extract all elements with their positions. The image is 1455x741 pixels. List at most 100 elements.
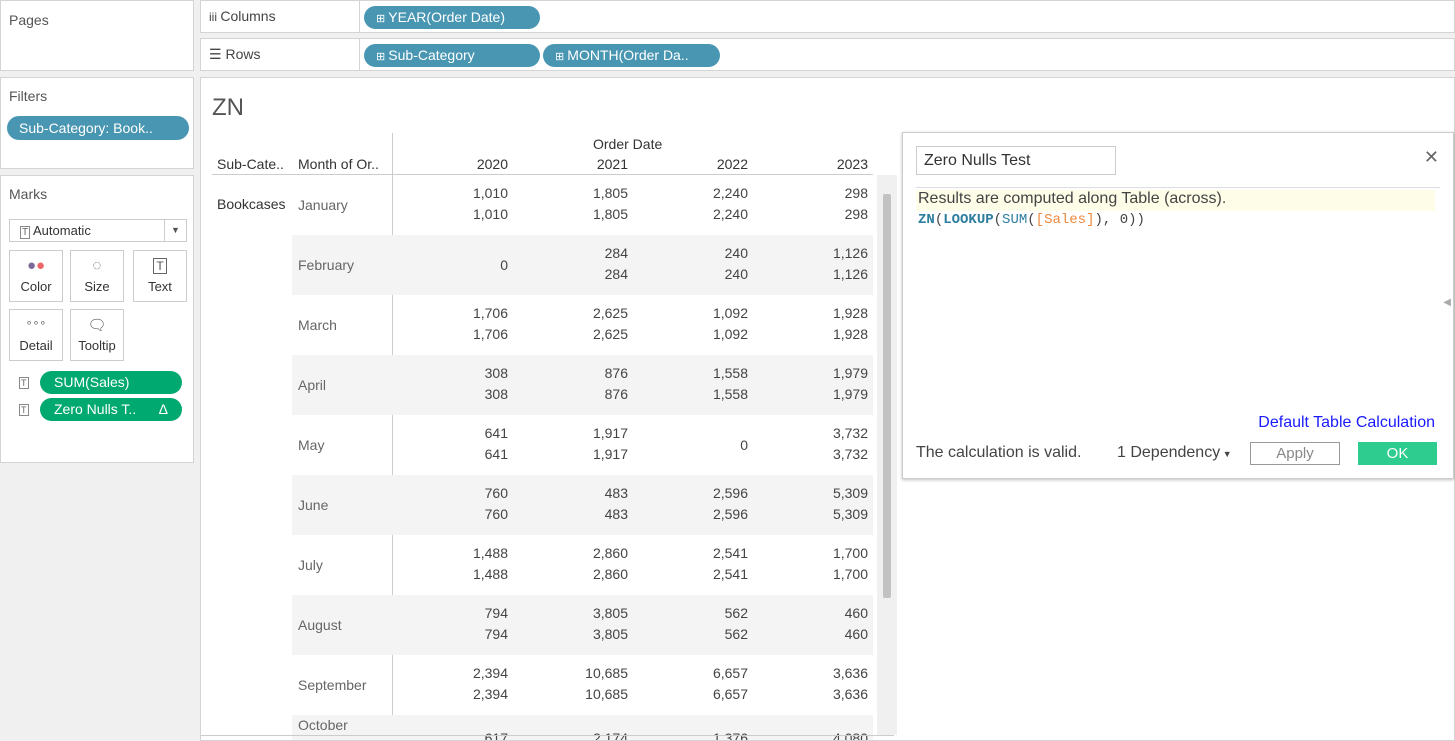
year-header[interactable]: 2023 — [836, 156, 868, 172]
size-card[interactable]: ◌ Size — [70, 250, 124, 302]
table-cell[interactable]: 3,805 3,805 — [528, 603, 628, 645]
color-card[interactable]: ●● Color — [9, 250, 63, 302]
cell-value: 2,541 — [712, 545, 748, 561]
filter-pill[interactable]: Sub-Category: Book.. — [7, 116, 189, 140]
table-cell[interactable]: 1,376 — [648, 728, 748, 740]
table-cell[interactable]: 2,596 2,596 — [648, 483, 748, 525]
table-cell[interactable]: 240 240 — [648, 243, 748, 285]
text-card[interactable]: T Text — [133, 250, 187, 302]
vertical-scrollbar-thumb[interactable] — [883, 194, 891, 598]
table-cell[interactable]: 10,685 10,685 — [528, 663, 628, 705]
sum-sales-pill[interactable]: SUM(Sales) — [40, 371, 182, 394]
formula-editor[interactable]: ZN(LOOKUP(SUM([Sales]), 0)) — [918, 212, 1145, 228]
table-cell[interactable]: 2,541 2,541 — [648, 543, 748, 585]
close-icon[interactable]: ✕ — [1423, 147, 1439, 167]
table-cell[interactable]: 5,309 5,309 — [768, 483, 868, 525]
pill-label: Zero Nulls T.. — [54, 401, 137, 417]
month-label[interactable]: January — [298, 197, 348, 213]
table-cell[interactable]: 0 — [648, 435, 748, 456]
cell-value: 1,092 — [712, 305, 748, 321]
table-cell[interactable]: 1,010 1,010 — [408, 183, 508, 225]
rows-shelf[interactable]: ☰ Rows ⊞ Sub-Category ⊞ MONTH(Order Da.. — [200, 38, 1455, 71]
table-cell[interactable]: 1,700 1,700 — [768, 543, 868, 585]
table-cell[interactable]: 3,636 3,636 — [768, 663, 868, 705]
calculation-name-input[interactable] — [916, 146, 1116, 175]
table-row: July 1,488 1,488 2,860 2,860 2,541 2,541 1,700 1… — [201, 535, 873, 595]
month-label[interactable]: March — [298, 317, 337, 333]
cell-value: 1,805 — [592, 206, 628, 222]
size-icon: ◌ — [92, 257, 102, 274]
table-cell[interactable]: 2,174 — [528, 728, 628, 740]
table-cell[interactable]: 1,126 1,126 — [768, 243, 868, 285]
table-cell[interactable]: 1,706 1,706 — [408, 303, 508, 345]
month-label[interactable]: July — [298, 557, 323, 573]
cell-value: 483 — [604, 506, 628, 522]
cell-value: 760 — [484, 506, 508, 522]
default-table-calculation-link[interactable]: Default Table Calculation — [1258, 414, 1435, 431]
mark-type-label: Automatic — [33, 223, 91, 238]
table-cell[interactable]: 617 — [408, 728, 508, 740]
table-cell[interactable]: 2,860 2,860 — [528, 543, 628, 585]
cell-value: 876 — [604, 386, 628, 402]
cell-value: 284 — [604, 245, 628, 261]
detail-icon: ∘∘∘ — [25, 317, 47, 329]
table-cell[interactable]: 2,625 2,625 — [528, 303, 628, 345]
pages-panel[interactable]: Pages — [0, 0, 194, 71]
table-cell[interactable]: 1,558 1,558 — [648, 363, 748, 405]
table-cell[interactable]: 284 284 — [528, 243, 628, 285]
apply-button[interactable]: Apply — [1250, 442, 1340, 465]
columns-icon: iii — [209, 10, 221, 24]
table-cell[interactable]: 460 460 — [768, 603, 868, 645]
year-header[interactable]: 2020 — [476, 156, 508, 172]
sub-category-pill[interactable]: ⊞ Sub-Category — [364, 44, 540, 67]
cell-value: 1,558 — [712, 365, 748, 381]
month-label[interactable]: October — [298, 717, 348, 733]
row-header-month[interactable]: Month of Or.. — [298, 156, 379, 172]
month-label[interactable]: May — [298, 437, 325, 453]
cell-value: 2,625 — [592, 326, 628, 342]
table-cell[interactable]: 641 641 — [408, 423, 508, 465]
columns-shelf[interactable]: iii Columns ⊞ YEAR(Order Date) — [200, 0, 1455, 33]
color-label: Color — [20, 279, 52, 294]
table-cell[interactable]: 760 760 — [408, 483, 508, 525]
month-label[interactable]: June — [298, 497, 329, 513]
month-label[interactable]: September — [298, 677, 367, 693]
table-cell[interactable]: 794 794 — [408, 603, 508, 645]
tooltip-card[interactable]: 🗨 Tooltip — [70, 309, 124, 361]
table-cell[interactable]: 298 298 — [768, 183, 868, 225]
table-cell[interactable]: 308 308 — [408, 363, 508, 405]
month-label[interactable]: February — [298, 257, 355, 273]
month-order-date-pill[interactable]: ⊞ MONTH(Order Da.. — [543, 44, 720, 67]
table-cell[interactable]: 0 — [408, 255, 508, 276]
table-row: April 308 308 876 876 1,558 1,558 1,979 1,979 — [201, 355, 873, 415]
detail-card[interactable]: ∘∘∘ Detail — [9, 309, 63, 361]
table-cell[interactable]: 1,092 1,092 — [648, 303, 748, 345]
year-header[interactable]: 2021 — [596, 156, 628, 172]
ok-button[interactable]: OK — [1358, 442, 1437, 465]
table-cell[interactable]: 4,080 — [768, 728, 868, 740]
month-label[interactable]: August — [298, 617, 342, 633]
mark-type-select[interactable]: T Automatic ▼ — [9, 219, 187, 242]
zero-nulls-pill[interactable]: Zero Nulls T.. Δ — [40, 398, 182, 421]
table-cell[interactable]: 1,805 1,805 — [528, 183, 628, 225]
year-order-date-pill[interactable]: ⊞ YEAR(Order Date) — [364, 6, 540, 29]
table-cell[interactable]: 1,928 1,928 — [768, 303, 868, 345]
table-cell[interactable]: 1,917 1,917 — [528, 423, 628, 465]
table-cell[interactable]: 876 876 — [528, 363, 628, 405]
table-cell[interactable]: 2,394 2,394 — [408, 663, 508, 705]
collapse-arrow-icon[interactable]: ◀ — [1443, 297, 1451, 308]
table-cell[interactable]: 3,732 3,732 — [768, 423, 868, 465]
table-cell[interactable]: 562 562 — [648, 603, 748, 645]
row-header-sub-category[interactable]: Sub-Cate.. — [217, 156, 284, 172]
year-header[interactable]: 2022 — [716, 156, 748, 172]
table-cell[interactable]: 1,488 1,488 — [408, 543, 508, 585]
month-label[interactable]: April — [298, 377, 327, 393]
marks-panel: Marks T Automatic ▼ ●● Color ◌ Size T Text … — [0, 175, 194, 463]
table-cell[interactable]: 483 483 — [528, 483, 628, 525]
col-group-header: Order Date — [593, 136, 663, 152]
table-cell[interactable]: 1,979 1,979 — [768, 363, 868, 405]
table-cell[interactable]: 2,240 2,240 — [648, 183, 748, 225]
table-cell[interactable]: 6,657 6,657 — [648, 663, 748, 705]
dependency-dropdown[interactable]: 1 Dependency ▼ — [1117, 444, 1232, 461]
text-icon: T — [134, 251, 186, 279]
